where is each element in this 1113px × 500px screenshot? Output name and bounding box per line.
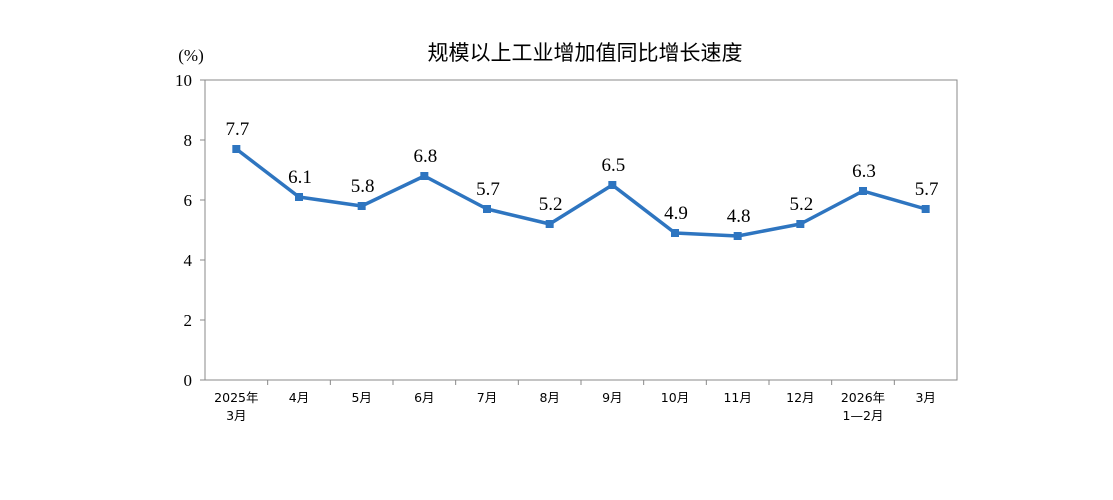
x-tick-label-line: 3月 [226,408,246,423]
data-label: 6.5 [601,155,625,176]
series-layer: 7.7 6.1 5.8 6.8 5.7 5.2 6.5 4.9 4.8 5.2 6.3 5.7 [225,119,939,240]
x-tick-label-line: 8月 [539,390,559,405]
y-tick-label: 2 [184,311,193,330]
y-tick-label: 4 [184,251,193,270]
x-tick-label: 4月 [289,390,309,405]
x-tick-label: 8月 [539,390,559,405]
data-point-marker [921,205,930,213]
data-label: 4.9 [664,203,688,224]
x-tick-label-line: 5月 [351,390,371,405]
x-tick-label-line: 2026年 [841,390,885,405]
x-tick-label: 12月 [786,390,814,405]
data-label: 5.2 [539,194,563,215]
x-tick-label: 2026年 1—2月 [841,390,885,423]
data-label: 5.7 [476,179,500,200]
plot-area-frame [204,79,958,381]
data-point-marker [295,193,303,201]
x-tick-label-line: 7月 [477,390,497,405]
x-tick-label-line: 11月 [723,390,751,405]
data-label: 7.7 [225,119,249,140]
y-tick-label: 8 [184,131,193,150]
x-axis: 2025年 3月 4月 5月 6月 7月 8月 9月 10月 11月 12月 2026年 1—2月 3月 [214,380,936,423]
y-tick-label: 0 [184,371,193,390]
x-tick-label: 10月 [661,390,689,405]
x-tick-label-line: 4月 [289,390,309,405]
data-point-marker [483,205,491,213]
data-label: 6.1 [288,167,312,188]
data-point-marker [671,229,679,237]
data-point-marker [733,232,742,240]
y-axis: 0 2 4 6 8 10 [175,71,205,390]
x-tick-label: 11月 [723,390,751,405]
data-point-marker [608,181,617,189]
data-label: 4.8 [727,206,751,227]
y-tick-label: 10 [175,71,192,90]
data-label: 5.7 [915,179,939,200]
x-tick-label-line: 1—2月 [843,408,884,423]
data-point-marker [232,145,241,153]
y-axis-unit-label: (%) [178,46,203,65]
chart-title: 规模以上工业增加值同比增长速度 [428,41,743,65]
x-tick-label-line: 10月 [661,390,689,405]
x-tick-label: 5月 [351,390,371,405]
x-tick-label-line: 6月 [414,390,434,405]
data-point-marker [545,220,554,228]
data-label: 6.3 [852,161,876,182]
x-tick-label: 2025年 3月 [214,390,258,423]
series-line [235,147,927,238]
data-point-marker [420,172,429,180]
data-point-marker [357,202,366,210]
x-tick-label: 6月 [414,390,434,405]
data-point-marker [796,220,805,228]
x-tick-label-line: 9月 [602,390,622,405]
x-tick-label-line: 12月 [786,390,814,405]
data-label: 5.8 [351,176,375,197]
x-tick-label: 7月 [477,390,497,405]
x-tick-label: 3月 [915,390,935,405]
data-label: 6.8 [413,146,437,167]
data-point-marker [859,187,867,195]
x-tick-label: 9月 [602,390,622,405]
x-tick-label-line: 2025年 [214,390,258,405]
x-tick-label-line: 3月 [915,390,935,405]
y-tick-label: 6 [184,191,193,210]
data-label: 5.2 [789,194,813,215]
